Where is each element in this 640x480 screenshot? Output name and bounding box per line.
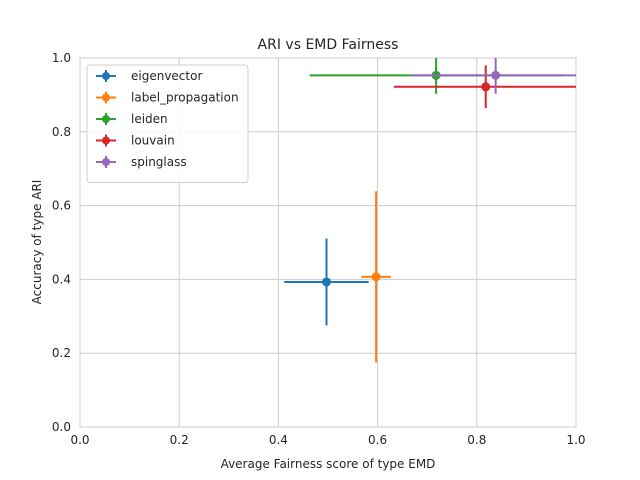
y-tick-label: 0.2	[52, 346, 71, 360]
data-point	[371, 272, 381, 282]
series-louvain	[393, 65, 576, 109]
legend-label: leiden	[131, 112, 168, 126]
legend-label: louvain	[131, 134, 175, 148]
series-spinglass	[411, 58, 576, 94]
axes-frame	[79, 57, 577, 428]
x-tick-label: 0.4	[269, 433, 288, 447]
data-point	[481, 82, 491, 92]
x-tick-label: 0.8	[467, 433, 486, 447]
data-point	[322, 277, 332, 287]
x-tick-label: 0.0	[70, 433, 89, 447]
legend-item: leiden	[96, 112, 168, 126]
legend-marker-dot	[102, 136, 110, 145]
legend-item: eigenvector	[96, 69, 202, 83]
series-label_propagation	[361, 191, 391, 363]
y-axis-label: Accuracy of type ARI	[30, 180, 44, 305]
x-tick-label: 0.2	[170, 433, 189, 447]
legend-item: spinglass	[96, 155, 187, 169]
series-eigenvector	[284, 238, 369, 326]
legend-label: label_propagation	[131, 91, 239, 105]
legend-label: spinglass	[131, 155, 187, 169]
y-tick-label: 0.4	[52, 272, 71, 286]
x-tick-label: 1.0	[566, 433, 585, 447]
legend-label: eigenvector	[131, 69, 202, 83]
legend-item: label_propagation	[96, 91, 239, 105]
x-tick-label: 0.6	[368, 433, 387, 447]
y-tick-label: 0.8	[52, 125, 71, 139]
legend-box	[86, 64, 249, 183]
chart-title: ARI vs EMD Fairness	[258, 37, 399, 53]
data-layer	[284, 58, 576, 363]
y-tick-label: 0.0	[52, 420, 71, 434]
x-axis-label: Average Fairness score of type EMD	[221, 457, 436, 471]
legend-marker-dot	[102, 115, 110, 123]
legend-item: louvain	[96, 134, 175, 148]
y-tick-label: 0.6	[52, 199, 71, 213]
legend-marker-dot	[102, 72, 110, 80]
legend-marker-dot	[102, 158, 110, 166]
y-tick-label: 1.0	[52, 51, 71, 65]
legend-marker-dot	[102, 93, 110, 102]
data-point	[491, 70, 501, 80]
